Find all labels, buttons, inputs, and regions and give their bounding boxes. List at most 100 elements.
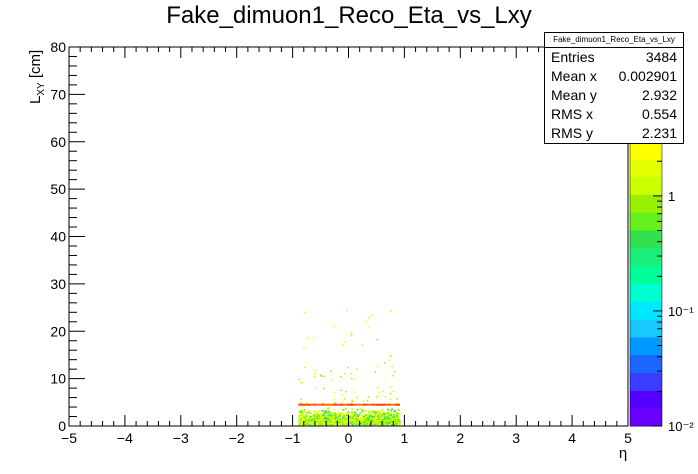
y-tick-label: 40 [50,229,66,245]
heatmap-cell [341,419,344,421]
heatmap-cell [356,397,358,399]
heatmap-cell [305,416,308,418]
heatmap-cell [350,417,353,420]
palette-tick-label: 10⁻¹ [668,304,694,319]
heatmap-cell [366,415,369,418]
heatmap-cell [308,419,311,421]
heatmap-cell [305,411,308,414]
heatmap-cell-peak [386,403,389,406]
heatmap-cell [341,343,344,346]
stats-row-rms-y: RMS y 2.231 [545,124,683,143]
heatmap-cell [307,415,310,417]
heatmap-cell [378,415,381,418]
heatmap-cell [386,420,389,422]
y-axis-label-main: L [27,96,44,104]
heatmap-cell [383,417,386,419]
heatmap-cell [393,370,396,373]
heatmap-cell [299,413,302,416]
heatmap-cell [301,412,304,415]
heatmap-cell [352,415,355,417]
heatmap-cell [349,335,352,337]
heatmap-cell-peak [392,403,395,406]
heatmap-cell [372,422,375,424]
heatmap-cell-peak [388,403,391,406]
heatmap-cell [358,413,361,415]
heatmap-cell-peak [315,403,318,406]
heatmap-cell [341,394,343,396]
heatmap-cell [342,421,344,423]
heatmap-cell [322,402,324,404]
heatmap-cell [316,422,319,424]
heatmap-cell [366,423,369,425]
heatmap-cell [315,413,318,416]
x-tick-label: 2 [456,430,464,446]
heatmap-cell [367,410,370,412]
heatmap-cell [390,410,393,412]
heatmap-cell-peak [382,403,385,406]
heatmap-cell [349,419,352,422]
heatmap-cell [362,417,365,419]
heatmap-cell [395,422,398,424]
heatmap-cell-peak [335,403,338,406]
palette-swatch [630,301,662,320]
heatmap-cell [389,418,391,420]
x-tick-label: 4 [568,430,576,446]
heatmap-cell [386,419,389,421]
heatmap-cell [360,422,363,425]
heatmap-cell [333,398,336,401]
heatmap-cell [389,310,392,312]
heatmap-cell [368,411,371,413]
heatmap-cell [309,416,312,418]
heatmap-cell [318,418,321,420]
heatmap-cell-peak [372,403,375,406]
palette-swatch [630,283,662,302]
heatmap-cell [371,419,374,421]
y-tick-label: 0 [58,418,66,434]
x-tick-label: −1 [285,430,301,446]
heatmap-cell [310,412,312,414]
heatmap-cell [388,422,391,424]
heatmap-cell [310,422,313,425]
heatmap-cell [319,419,322,421]
heatmap-cell [358,415,361,418]
heatmap-cell [350,372,352,375]
heatmap-cell [384,418,387,420]
heatmap-cell [327,418,330,421]
heatmap-cell [369,415,372,418]
stats-row-entries: Entries 3484 [545,48,683,67]
heatmap-cell [351,410,354,413]
heatmap-cell-peak [362,403,365,406]
heatmap-cell [372,416,374,418]
heatmap-cell [352,422,355,424]
palette-swatch [630,158,662,178]
heatmap-cell [394,418,397,420]
heatmap-cell [377,394,379,397]
heatmap-cell [351,400,354,403]
heatmap-cell [330,422,332,425]
x-tick-label: 1 [401,430,409,446]
heatmap-cell [355,421,358,423]
heatmap-cell [397,419,399,421]
heatmap-cell [342,419,345,421]
heatmap-cell [393,416,396,419]
heatmap-cell [333,412,336,415]
heatmap-cell [312,423,315,426]
heatmap-cell [373,419,376,422]
heatmap-cell-peak [354,403,357,406]
heatmap-cell [360,419,363,421]
heatmap-cell [393,414,396,417]
heatmap-cell [361,410,364,412]
heatmap-cell [314,412,317,414]
heatmap-cell [386,422,389,425]
heatmap-cell [385,416,388,419]
heatmap-cell [322,415,325,417]
heatmap-cell [350,411,353,413]
heatmap-cell [304,417,307,420]
heatmap-cell [317,413,320,415]
heatmap-cell [389,422,392,424]
heatmap-cell [324,410,327,412]
palette-tick-label: 10⁻² [668,419,694,434]
heatmap-cell [323,375,325,378]
heatmap-cell [392,413,395,416]
